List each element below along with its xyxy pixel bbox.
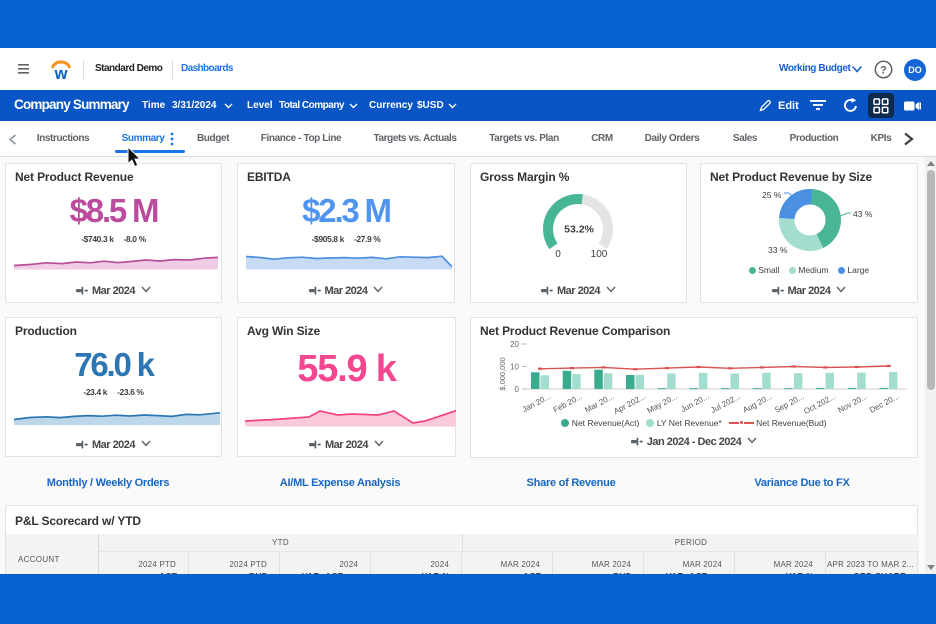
svg-text:25 %: 25 % <box>762 190 782 200</box>
svg-text:Feb 20...: Feb 20... <box>552 392 584 415</box>
svg-text:Jun 20...: Jun 20... <box>679 392 710 414</box>
svg-text:20: 20 <box>510 340 519 349</box>
svg-text:33 %: 33 % <box>768 245 788 255</box>
svg-text:May 20...: May 20... <box>646 392 679 415</box>
svg-text:0: 0 <box>515 385 520 394</box>
svg-text:43 %: 43 % <box>853 209 873 219</box>
svg-text:53.2%: 53.2% <box>564 224 594 236</box>
svg-text:Sep 20...: Sep 20... <box>773 392 806 415</box>
svg-text:Jul 202...: Jul 202... <box>709 392 742 415</box>
svg-text:Oct 202...: Oct 202... <box>802 392 837 416</box>
svg-text:Aug 20...: Aug 20... <box>741 392 774 415</box>
svg-text:w: w <box>54 65 68 82</box>
svg-text:Mar 20...: Mar 20... <box>583 392 615 415</box>
svg-text:?: ? <box>880 65 887 77</box>
svg-text:0: 0 <box>555 249 561 260</box>
svg-text:Dec 20...: Dec 20... <box>868 392 900 415</box>
svg-text:100: 100 <box>591 249 608 260</box>
svg-text:Jan 20...: Jan 20... <box>521 392 552 414</box>
svg-text:$,000,000: $,000,000 <box>498 357 507 390</box>
svg-text:Nov 20...: Nov 20... <box>836 392 868 415</box>
svg-text:10: 10 <box>510 363 519 372</box>
svg-text:Apr 202...: Apr 202... <box>612 392 647 416</box>
